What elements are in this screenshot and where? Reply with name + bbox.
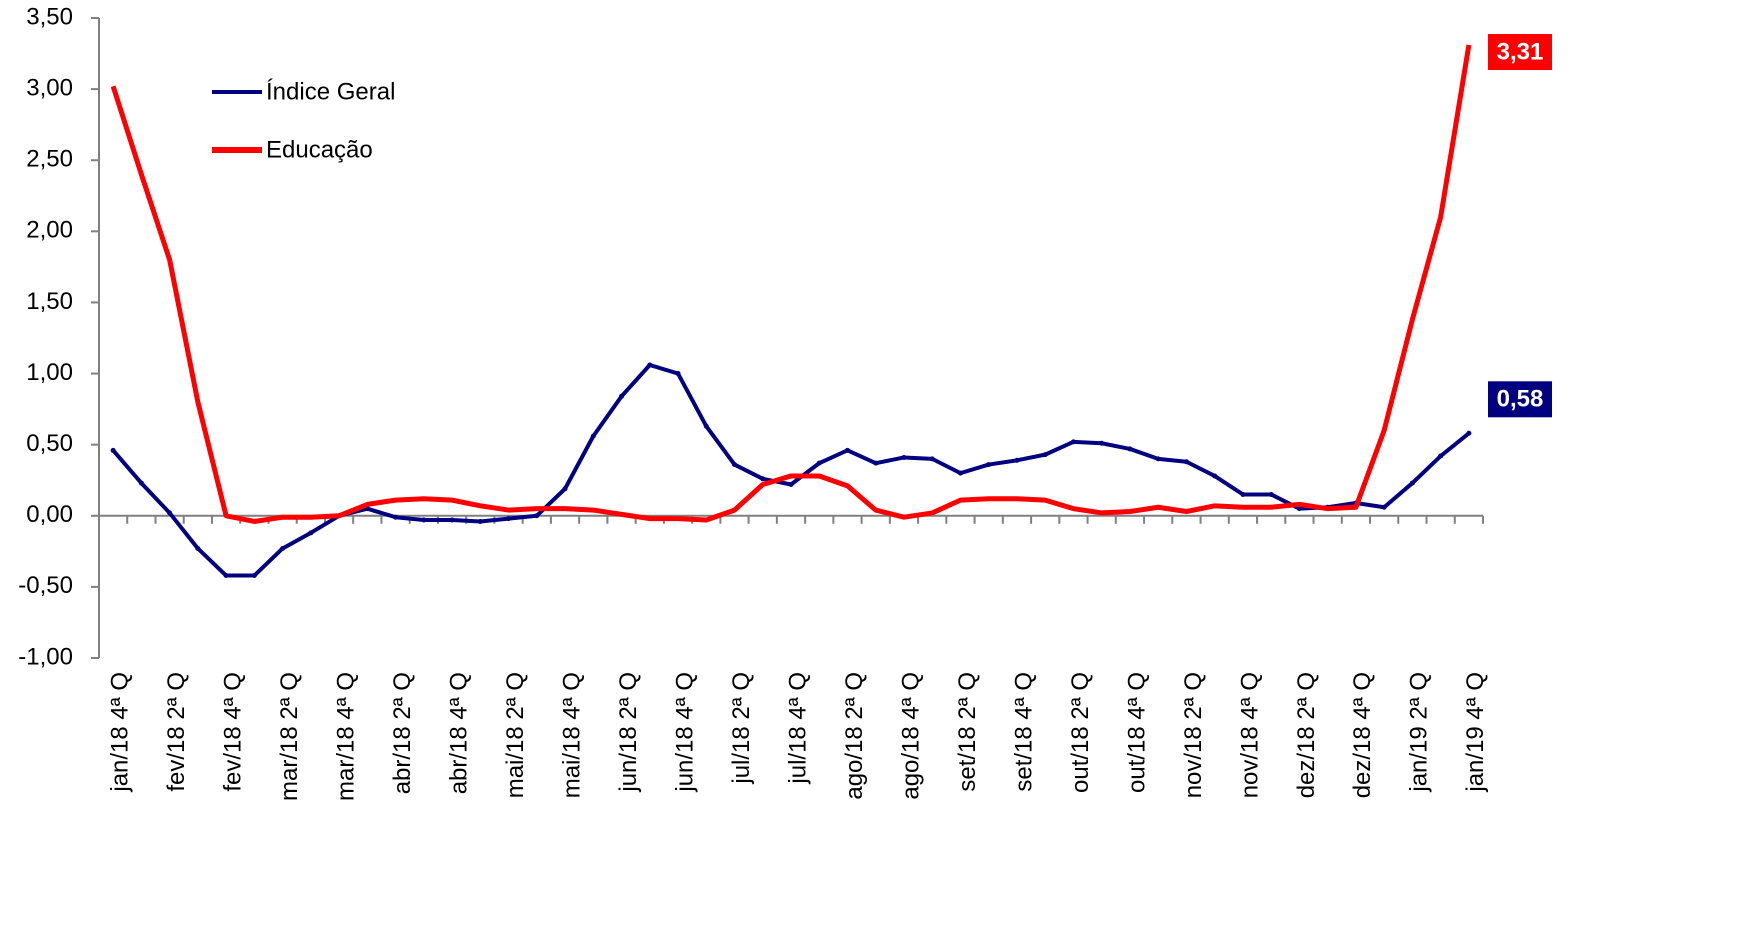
- x-tick-label: abr/18 4ª Q: [445, 672, 472, 794]
- x-tick-label: fev/18 2ª Q: [163, 672, 190, 792]
- x-tick-label: dez/18 4ª Q: [1349, 672, 1376, 798]
- x-tick-label: mar/18 4ª Q: [332, 672, 359, 801]
- y-tick-label: 0,00: [26, 501, 73, 528]
- point: [986, 462, 992, 468]
- legend-label: Índice Geral: [266, 78, 395, 105]
- point: [393, 514, 399, 520]
- x-tick-label: fev/18 4ª Q: [219, 672, 246, 792]
- y-tick-label: 0,50: [26, 430, 73, 457]
- value-label-box: [1488, 381, 1552, 418]
- point: [732, 462, 738, 468]
- point: [1438, 453, 1444, 459]
- legend-label: Educação: [266, 136, 373, 163]
- x-tick-label: abr/18 2ª Q: [389, 672, 416, 794]
- value-label: 3,31: [1497, 38, 1544, 65]
- point: [1240, 491, 1246, 497]
- x-tick-label: jun/18 4ª Q: [671, 672, 698, 793]
- series-line: [111, 363, 1471, 578]
- point: [1014, 457, 1020, 463]
- x-tick-label: jan/19 4ª Q: [1462, 672, 1489, 793]
- point: [280, 545, 286, 551]
- point: [534, 513, 540, 519]
- point: [703, 423, 709, 429]
- y-tick-label: 2,00: [26, 217, 73, 244]
- point: [816, 460, 822, 466]
- point: [1268, 491, 1274, 497]
- point: [901, 454, 907, 460]
- point: [844, 447, 850, 453]
- point: [957, 470, 963, 476]
- x-tick-label: jul/18 4ª Q: [784, 672, 811, 785]
- x-tick-label: jan/19 2ª Q: [1406, 672, 1433, 793]
- point: [1127, 446, 1133, 452]
- point: [1212, 473, 1218, 479]
- point: [223, 573, 229, 579]
- point: [449, 517, 455, 523]
- series-line: [110, 44, 1472, 524]
- y-tick-label: 3,50: [26, 3, 73, 30]
- point: [1155, 456, 1161, 462]
- x-tick-label: mar/18 2ª Q: [276, 672, 303, 801]
- point: [1296, 506, 1302, 512]
- point: [590, 433, 596, 439]
- point: [251, 573, 257, 579]
- point: [1466, 430, 1472, 436]
- x-tick-label: out/18 4ª Q: [1123, 672, 1150, 793]
- x-tick-label: ago/18 2ª Q: [841, 672, 868, 800]
- point: [110, 447, 116, 453]
- y-tick-label: -0,50: [18, 572, 73, 599]
- point: [1381, 504, 1387, 510]
- y-tick-label: 1,00: [26, 359, 73, 386]
- point: [506, 516, 512, 522]
- x-tick-label: nov/18 4ª Q: [1236, 672, 1263, 798]
- x-tick-label: set/18 2ª Q: [954, 672, 981, 792]
- x-tick-label: mai/18 4ª Q: [558, 672, 585, 798]
- point: [308, 530, 314, 536]
- point: [675, 371, 681, 377]
- point: [760, 476, 766, 482]
- point: [619, 393, 625, 399]
- x-tick-label: mai/18 2ª Q: [502, 672, 529, 798]
- point: [647, 362, 653, 368]
- x-tick-label: nov/18 2ª Q: [1180, 672, 1207, 798]
- point: [1042, 452, 1048, 458]
- point: [929, 456, 935, 462]
- x-tick-label: jan/18 4ª Q: [106, 672, 133, 793]
- point: [1070, 439, 1076, 445]
- value-label-box: [1488, 34, 1552, 71]
- y-tick-label: 2,50: [26, 146, 73, 173]
- x-tick-label: ago/18 4ª Q: [897, 672, 924, 800]
- point: [788, 481, 794, 487]
- point: [421, 517, 427, 523]
- point: [1183, 459, 1189, 465]
- x-tick-label: set/18 4ª Q: [1010, 672, 1037, 792]
- x-tick-label: dez/18 2ª Q: [1293, 672, 1320, 798]
- x-tick-label: out/18 2ª Q: [1067, 672, 1094, 793]
- point: [562, 486, 568, 492]
- value-label: 0,58: [1497, 386, 1544, 413]
- point: [873, 460, 879, 466]
- point: [1409, 480, 1415, 486]
- point: [1099, 440, 1105, 446]
- point: [167, 510, 173, 516]
- y-tick-label: -1,00: [18, 643, 73, 670]
- y-tick-label: 1,50: [26, 288, 73, 315]
- x-tick-label: jun/18 2ª Q: [615, 672, 642, 793]
- point: [138, 480, 144, 486]
- x-tick-label: jul/18 2ª Q: [728, 672, 755, 785]
- point: [477, 518, 483, 524]
- point: [195, 545, 201, 551]
- y-tick-label: 3,00: [26, 74, 73, 101]
